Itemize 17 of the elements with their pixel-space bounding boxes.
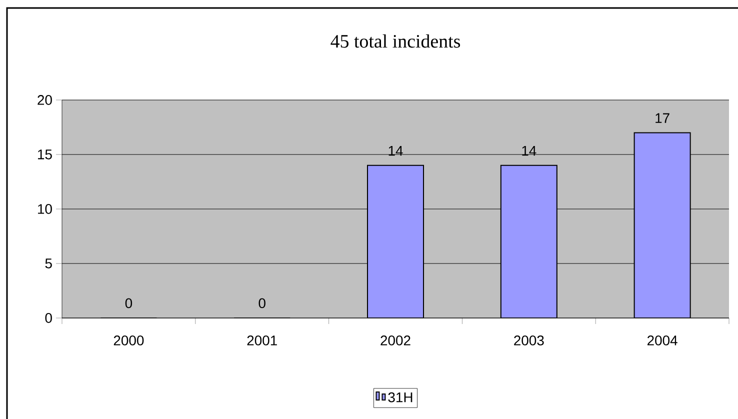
y-tick-label: 0: [45, 313, 52, 323]
legend-label: 31H: [388, 392, 412, 402]
x-tick-label: 2002: [380, 336, 410, 346]
y-tick-label: 20: [38, 95, 52, 105]
y-tick-label: 5: [45, 258, 52, 268]
y-tick-label: 15: [38, 150, 52, 160]
x-tick-label: 2000: [114, 336, 144, 346]
x-tick-label: 2001: [247, 336, 277, 346]
data-label: 0: [258, 298, 266, 308]
data-label: 0: [125, 298, 132, 308]
chart-title: 45 total incidents: [330, 34, 460, 48]
x-tick-label: 2004: [647, 336, 678, 346]
data-label: 14: [522, 146, 536, 156]
data-label: 14: [388, 146, 403, 156]
data-label: 17: [656, 113, 670, 123]
y-tick-label: 10: [38, 204, 52, 214]
x-tick-label: 2003: [514, 336, 544, 346]
